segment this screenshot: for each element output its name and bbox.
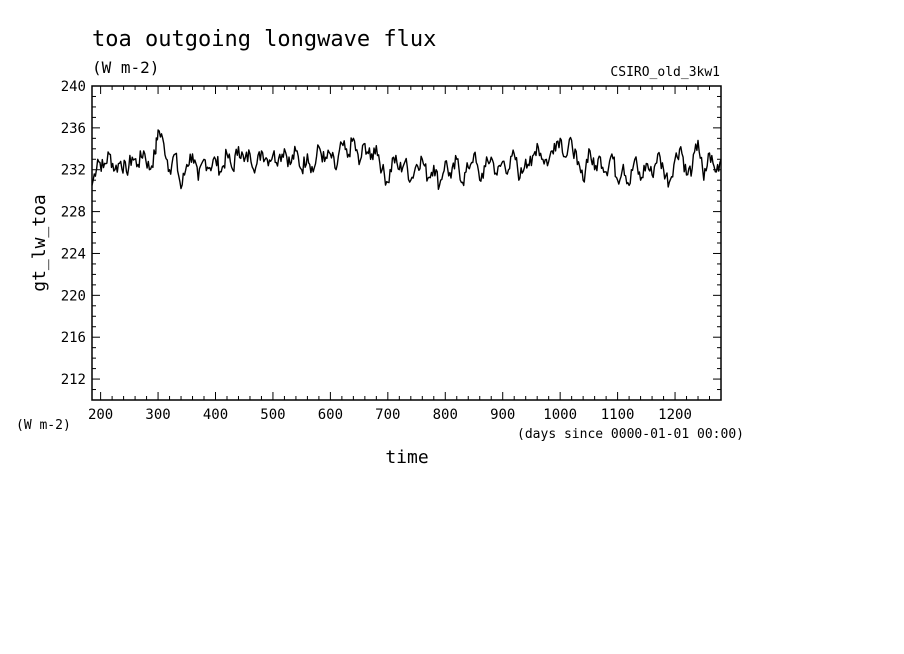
series-line bbox=[91, 129, 722, 191]
axis-ticks: 212 216 220 224 228 232 236 240 200 300 400 500 600 7… bbox=[61, 79, 722, 423]
y-tick-label: 220 bbox=[61, 288, 86, 304]
y-tick-label: 236 bbox=[61, 121, 86, 137]
x-tick-label: 1200 bbox=[658, 407, 692, 423]
x-tick-label: 600 bbox=[318, 407, 343, 423]
chart-units: (W m-2) bbox=[92, 58, 159, 77]
data-series bbox=[91, 129, 722, 191]
x-tick-label: 500 bbox=[260, 407, 285, 423]
y-tick-label: 224 bbox=[61, 246, 86, 262]
x-axis-units: (days since 0000-01-01 00:00) bbox=[517, 427, 744, 442]
y-tick-label: 228 bbox=[61, 205, 86, 221]
y-axis-label: gt_lw_toa bbox=[29, 194, 50, 292]
x-tick-label: 900 bbox=[490, 407, 515, 423]
y-tick-label: 240 bbox=[61, 79, 86, 95]
x-tick-label: 1100 bbox=[601, 407, 635, 423]
plot-frame bbox=[91, 85, 722, 401]
x-tick-label: 700 bbox=[375, 407, 400, 423]
x-tick-label: 1000 bbox=[543, 407, 577, 423]
x-tick-label: 200 bbox=[88, 407, 113, 423]
model-label: CSIRO_old_3kw1 bbox=[610, 65, 720, 80]
chart-title: toa outgoing longwave flux bbox=[92, 27, 436, 52]
y-axis-units: (W m-2) bbox=[16, 418, 71, 433]
y-tick-label: 212 bbox=[61, 372, 86, 388]
x-tick-label: 400 bbox=[203, 407, 228, 423]
x-tick-label: 300 bbox=[145, 407, 170, 423]
x-axis-label: time bbox=[385, 447, 428, 468]
y-tick-label: 232 bbox=[61, 163, 86, 179]
x-tick-label: 800 bbox=[433, 407, 458, 423]
y-tick-label: 216 bbox=[61, 330, 86, 346]
